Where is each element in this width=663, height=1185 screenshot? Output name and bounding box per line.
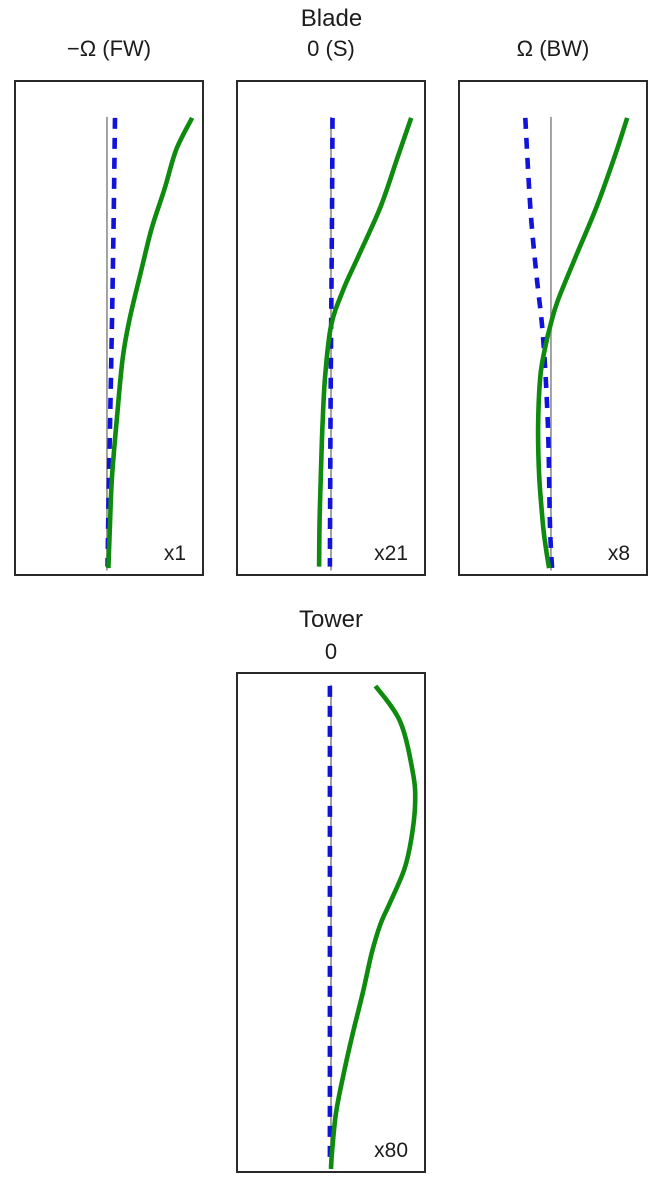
blade-subtitle-s: 0 (S): [307, 36, 355, 61]
scale-annotation: x1: [163, 542, 186, 565]
blade-bw-mode-shape-plot: [523, 116, 630, 571]
blade-panel-s: x21: [236, 80, 426, 576]
blade-panel-fw: x1: [14, 80, 204, 576]
blade-subtitle-fw: −Ω (FW): [66, 36, 152, 61]
blade-panel-bw: x8: [458, 80, 648, 576]
scale-annotation: x21: [374, 542, 408, 565]
tower-mode-shape-plot: [327, 684, 418, 1170]
blade-s-mode-shape-plot: [316, 116, 414, 571]
tower-section-title: Tower: [298, 606, 364, 633]
scale-annotation: x8: [607, 542, 630, 565]
blade-fw-mode-shape-plot: [105, 116, 195, 571]
blade-section-title: Blade: [300, 5, 363, 32]
tower-panel: x80: [236, 672, 426, 1173]
scale-annotation: x80: [374, 1139, 408, 1162]
tower-subtitle: 0: [324, 639, 338, 664]
blade-subtitle-bw: Ω (BW): [516, 36, 590, 61]
